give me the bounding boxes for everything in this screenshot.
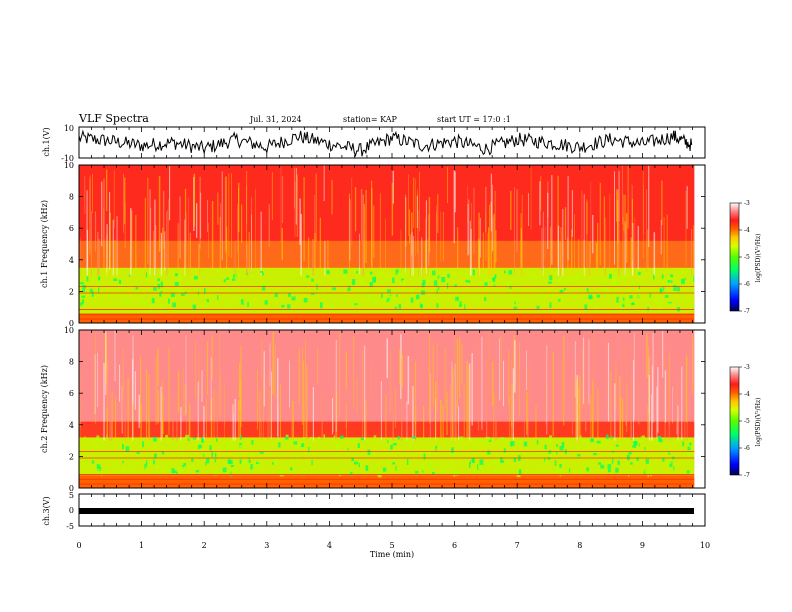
x-axis-ticks <box>78 127 706 526</box>
ch2-spec-ytick: 0 <box>69 484 74 493</box>
ch1-spec-ytick: 8 <box>69 193 74 202</box>
x-tick-label: 10 <box>700 541 710 550</box>
ch2-spec-ytick: 8 <box>69 358 74 367</box>
ch1-spec-ytick: 0 <box>69 319 74 328</box>
ch1-spectrogram-image <box>79 165 705 323</box>
ch1-colorbar-tick-label: -7 <box>744 308 750 315</box>
x-tick-label: 5 <box>389 541 394 550</box>
ch2-spec-ytick: 4 <box>69 421 74 430</box>
x-tick-label: 4 <box>327 541 332 550</box>
ch1-spectrogram-panel: 10 8 6 4 2 0 ch.1 Frequency (kHz) <box>40 161 706 328</box>
ch2-colorbar-tick-label: -3 <box>744 364 750 371</box>
ch1-colorbar-tick-label: -6 <box>744 281 750 288</box>
ch3-ytick-mid: 0 <box>69 506 74 515</box>
x-tick-label: 2 <box>202 541 207 550</box>
ch2-colorbar: -3 -4 -5 -6 -7 log(PSD)(V²/Hz) <box>729 364 762 479</box>
ch1-spec-ytick: 10 <box>64 161 74 170</box>
x-axis-label: Time (min) <box>370 550 414 559</box>
x-axis-tick-labels: 0 1 2 3 4 5 6 7 8 9 10 <box>76 541 710 550</box>
ch3-waveform-panel: 5 0 -5 ch.3(V) <box>42 491 706 531</box>
ch1-spec-ytick: 6 <box>69 224 74 233</box>
ch1-waveform-panel: 10 -10 ch.1(V) <box>42 124 706 163</box>
ch3-ytick-top: 5 <box>69 491 74 500</box>
ch3-ylabel: ch.3(V) <box>42 496 51 525</box>
x-tick-label: 8 <box>577 541 582 550</box>
ch2-spectrogram-panel: 10 8 6 4 2 0 ch.2 Frequency (kHz) <box>40 326 706 493</box>
ch2-colorbar-tick-label: -4 <box>744 391 750 398</box>
ch1-spec-ylabel: ch.1 Frequency (kHz) <box>40 200 49 288</box>
ch2-colorbar-label: log(PSD)(V²/Hz) <box>755 398 762 447</box>
ch1-colorbar-tick-label: -5 <box>744 254 750 261</box>
ch2-colorbar-tick-label: -6 <box>744 445 750 452</box>
ch1-spec-ytick: 2 <box>69 287 74 296</box>
ch2-spec-ylabel: ch.2 Frequency (kHz) <box>40 365 49 453</box>
ch1-colorbar-label: log(PSD)(V²/Hz) <box>755 234 762 283</box>
ch1-ytick-bottom: -10 <box>61 154 74 163</box>
ch1-ytick-top: 10 <box>64 124 74 133</box>
date-label: Jul. 31, 2024 <box>249 115 302 124</box>
x-tick-label: 6 <box>452 541 457 550</box>
ch2-spec-ytick: 10 <box>64 326 74 335</box>
x-tick-label: 0 <box>76 541 81 550</box>
start-time-label: start UT = 17:0 :1 <box>437 115 511 124</box>
x-tick-label: 1 <box>139 541 144 550</box>
ch1-colorbar: -3 -4 -5 -6 -7 log(PSD)(V²/Hz) <box>729 200 762 315</box>
ch3-waveform-trace <box>79 508 694 514</box>
ch2-spec-ytick: 6 <box>69 389 74 398</box>
x-tick-label: 9 <box>640 541 645 550</box>
ch2-spec-ytick: 2 <box>69 452 74 461</box>
ch3-ytick-bottom: -5 <box>66 522 74 531</box>
ch2-spectrogram-image <box>79 330 705 488</box>
ch1-colorbar-tick-label: -4 <box>744 227 750 234</box>
ch1-ylabel: ch.1(V) <box>42 127 51 156</box>
x-tick-label: 7 <box>515 541 520 550</box>
x-tick-label: 3 <box>264 541 269 550</box>
ch1-spec-ytick: 4 <box>69 256 74 265</box>
ch1-waveform-trace <box>78 129 693 158</box>
ch2-colorbar-tick-label: -7 <box>744 472 750 479</box>
ch1-colorbar-tick-label: -3 <box>744 200 750 207</box>
station-label: station= KAP <box>343 115 398 124</box>
ch2-colorbar-tick-label: -5 <box>744 418 750 425</box>
figure-title: VLF Spectra <box>78 112 149 125</box>
